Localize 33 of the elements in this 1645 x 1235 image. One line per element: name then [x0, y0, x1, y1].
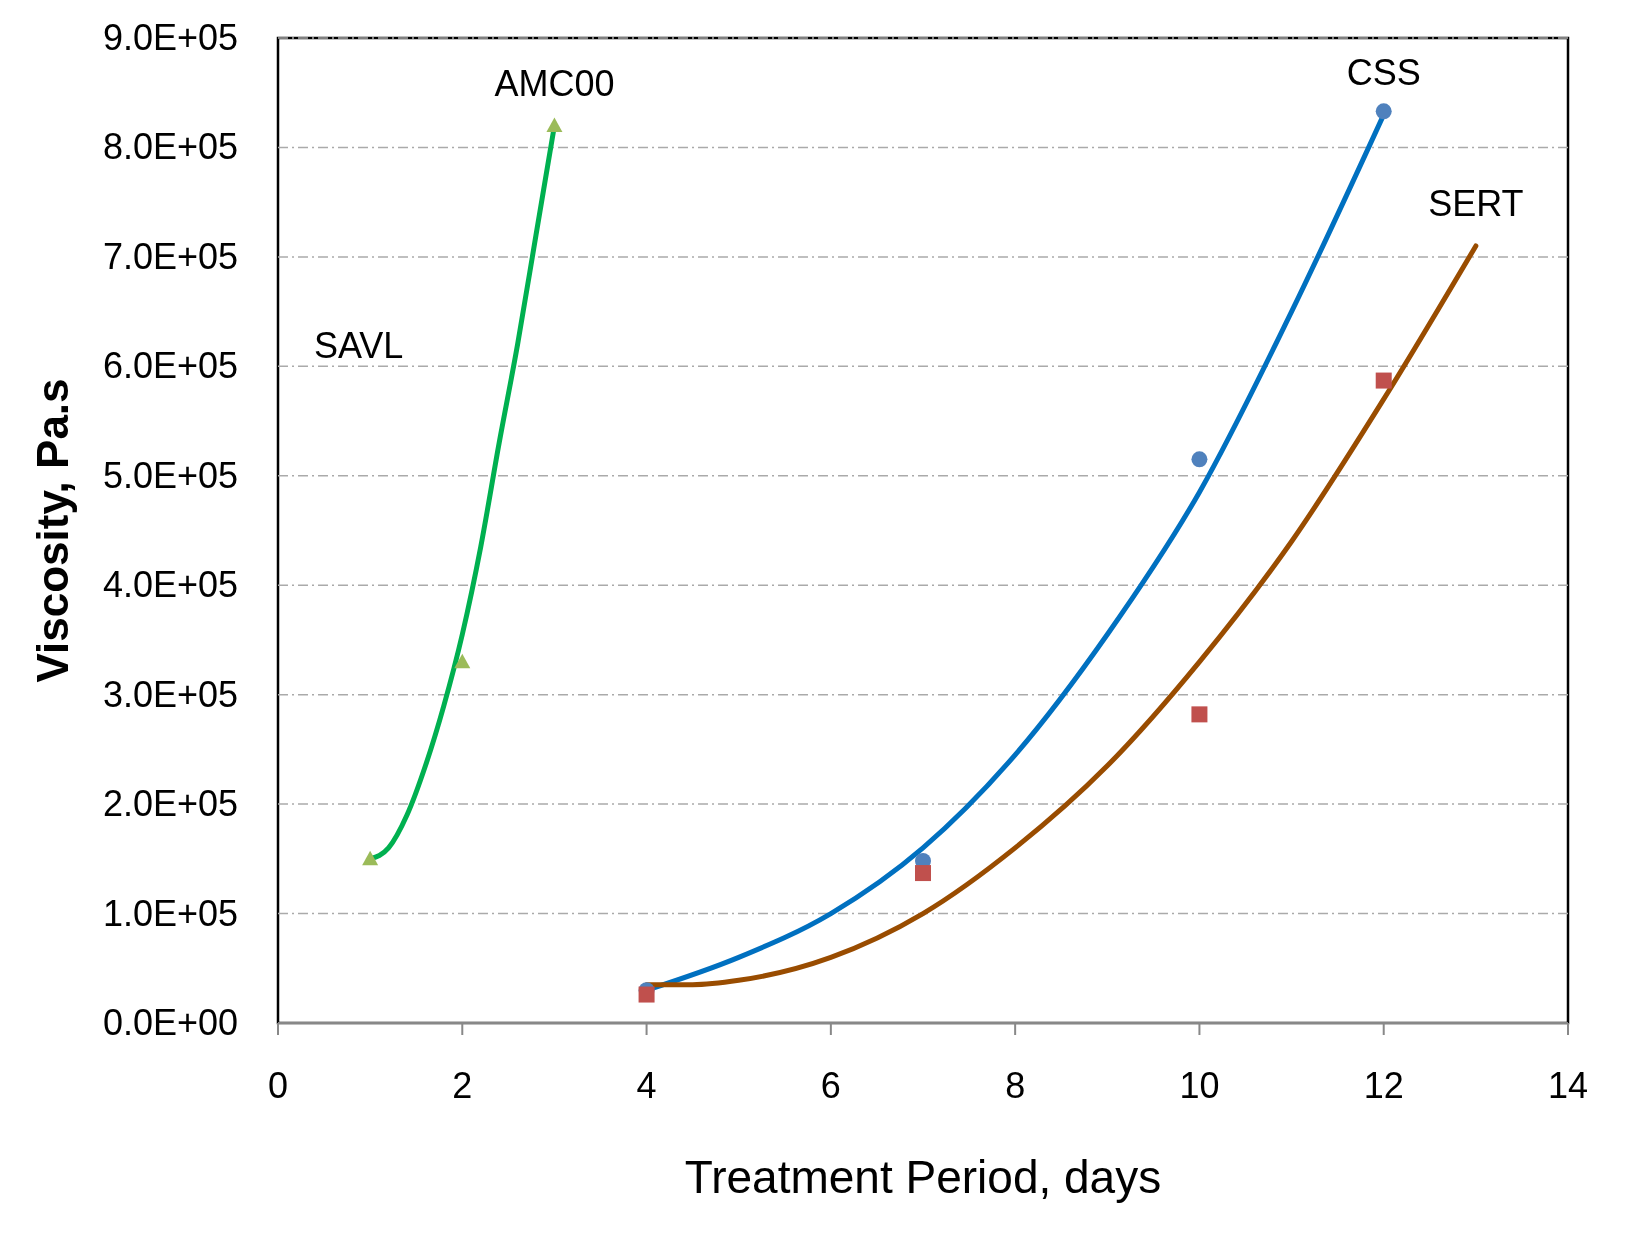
point: [1375, 103, 1392, 120]
y-tick-label: 6.0E+05: [102, 345, 238, 387]
series-label: SERT: [1428, 182, 1524, 224]
y-tick-label: 5.0E+05: [102, 454, 238, 496]
series-label: CSS: [1346, 51, 1421, 93]
y-tick-label: 3.0E+05: [102, 673, 238, 715]
point: [638, 986, 655, 1003]
point: [362, 850, 379, 866]
y-tick-label: 7.0E+05: [102, 235, 238, 277]
point: [915, 865, 931, 882]
y-tick-label: 8.0E+05: [102, 126, 238, 168]
y-tick-label: 2.0E+05: [102, 783, 238, 825]
y-tick-label: 1.0E+05: [102, 892, 238, 934]
point: [1191, 451, 1208, 468]
y-tick-label: 9.0E+05: [102, 17, 238, 58]
point: [1375, 372, 1392, 389]
x-tick-label: 2: [452, 1065, 473, 1106]
point: [454, 653, 471, 669]
x-tick-label: 10: [1179, 1065, 1220, 1106]
x-tick-label: 14: [1547, 1065, 1589, 1106]
y-tick-label: 0.0E+00: [102, 1002, 238, 1043]
series-label: AMC00: [494, 62, 615, 104]
annotation: SAVL: [314, 325, 404, 366]
point: [1191, 706, 1208, 723]
y-axis-title: Viscosity, Pa.s: [28, 378, 77, 683]
y-tick-label: 4.0E+05: [102, 564, 238, 606]
point: [546, 117, 563, 132]
x-axis-title: Treatment Period, days: [684, 1151, 1162, 1203]
x-tick-label: 6: [820, 1065, 841, 1106]
x-tick-label: 12: [1363, 1065, 1404, 1106]
x-tick-label: 4: [636, 1065, 657, 1106]
x-tick-label: 0: [267, 1065, 289, 1106]
x-tick-label: 8: [1005, 1065, 1026, 1106]
